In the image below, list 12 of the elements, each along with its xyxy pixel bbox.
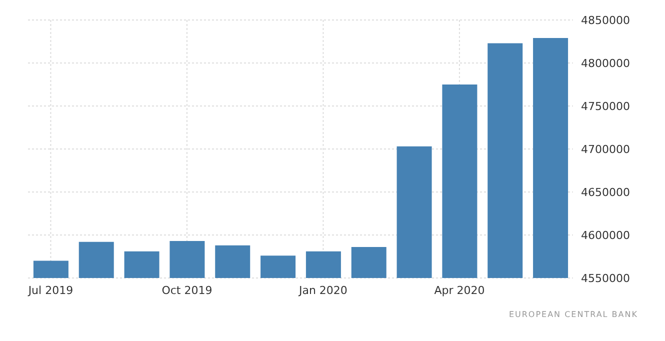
x-tick-label: Jul 2019 <box>27 284 74 297</box>
y-tick-label: 4700000 <box>581 142 630 156</box>
y-tick-label: 4850000 <box>581 14 630 27</box>
y-tick-label: 4550000 <box>581 272 630 285</box>
y-tick-label: 4650000 <box>581 186 630 199</box>
x-tick-label: Apr 2020 <box>434 284 485 297</box>
x-tick-label: Jan 2020 <box>298 284 348 297</box>
y-tick-label: 4800000 <box>581 56 630 70</box>
y-tick-label: 4750000 <box>581 100 630 113</box>
text: EUROPEAN CENTRAL BANK <box>508 310 638 319</box>
y-tick-label: 4600000 <box>581 228 630 242</box>
x-tick-label: Oct 2019 <box>162 284 212 297</box>
